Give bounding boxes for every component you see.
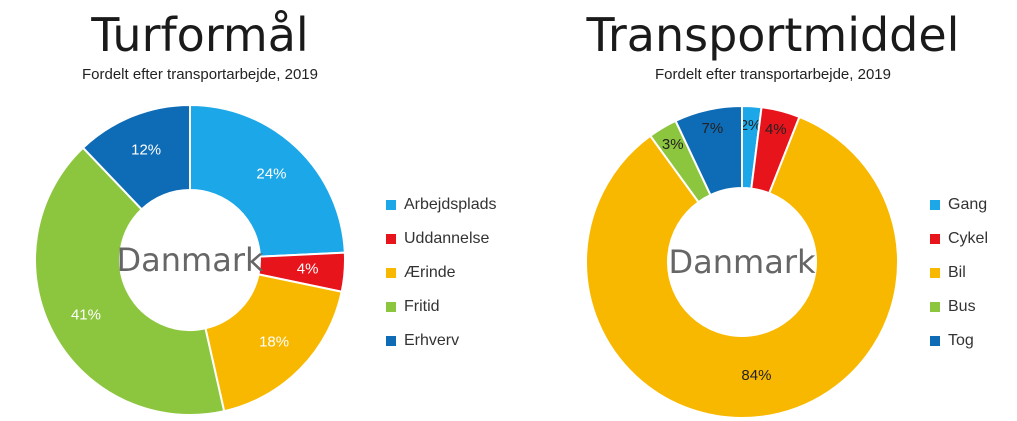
legend-label: Gang [948, 196, 988, 213]
data-label-fritid: 41% [71, 307, 101, 324]
legend-label: Ærinde [404, 264, 456, 281]
legend-label: Bil [948, 264, 966, 281]
data-label-gang: 2% [740, 117, 762, 134]
chart-subtitle: Fordelt efter transportarbejde, 2019 [655, 66, 891, 83]
slice-bil [585, 115, 899, 419]
chart-title: Transportmiddel [586, 8, 960, 62]
slice-erhverv [81, 103, 191, 211]
legend-item-fritid: Fritid [386, 290, 497, 324]
slice-aerinde [204, 273, 343, 413]
legend-item-cykel: Cykel [930, 222, 988, 256]
data-label-cykel: 4% [765, 121, 787, 138]
legend-swatch [386, 200, 396, 210]
donut-chart: 24% 4% 18% 41% 12% Danmark [34, 103, 346, 416]
data-label-arbejdsplads: 24% [256, 166, 286, 183]
legend-swatch [930, 336, 940, 346]
legend-label: Cykel [948, 230, 989, 247]
legend-swatch [930, 200, 940, 210]
legend-item-erhverv: Erhverv [386, 324, 497, 358]
legend-item-arbejdsplads: Arbejdsplads [386, 188, 497, 222]
legend: Gang Cykel Bil Bus Tog [930, 188, 988, 358]
legend-item-bil: Bil [930, 256, 988, 290]
chart-transportmiddel: Transportmiddel Fordelt efter transporta… [520, 0, 1017, 421]
legend-swatch [930, 302, 940, 312]
legend-item-tog: Tog [930, 324, 988, 358]
data-label-bil: 84% [741, 367, 771, 384]
legend-swatch [930, 268, 940, 278]
data-label-tog: 7% [701, 120, 723, 137]
slice-tog [674, 104, 743, 197]
donut-chart: 2% 4% 84% 3% 7% Danmark [585, 104, 899, 419]
legend-swatch [930, 234, 940, 244]
legend-label: Arbejdsplads [404, 196, 497, 213]
legend-swatch [386, 302, 396, 312]
center-label: Danmark [117, 241, 264, 279]
chart-subtitle: Fordelt efter transportarbejde, 2019 [82, 66, 318, 83]
data-label-aerinde: 18% [259, 334, 289, 351]
legend-item-gang: Gang [930, 188, 988, 222]
data-label-erhverv: 12% [131, 141, 161, 158]
legend: Arbejdsplads Uddannelse Ærinde Fritid Erhver… [386, 188, 497, 358]
slice-arbejdsplads [189, 103, 346, 258]
legend-item-uddannelse: Uddannelse [386, 222, 497, 256]
legend-swatch [386, 336, 396, 346]
legend-item-bus: Bus [930, 290, 988, 324]
legend-swatch [386, 234, 396, 244]
legend-label: Tog [948, 332, 974, 349]
legend-label: Fritid [404, 298, 440, 315]
legend-label: Uddannelse [404, 230, 490, 247]
data-label-bus: 3% [662, 136, 684, 153]
chart-turformaal: Turformål Fordelt efter transportarbejde… [34, 8, 497, 416]
data-label-uddannelse: 4% [297, 260, 319, 277]
legend-label: Erhverv [404, 332, 460, 349]
legend-label: Bus [948, 298, 976, 315]
slice-fritid [34, 146, 226, 416]
legend-item-aerinde: Ærinde [386, 256, 497, 290]
legend-swatch [386, 268, 396, 278]
center-label: Danmark [669, 243, 816, 281]
chart-title: Turformål [91, 8, 309, 62]
